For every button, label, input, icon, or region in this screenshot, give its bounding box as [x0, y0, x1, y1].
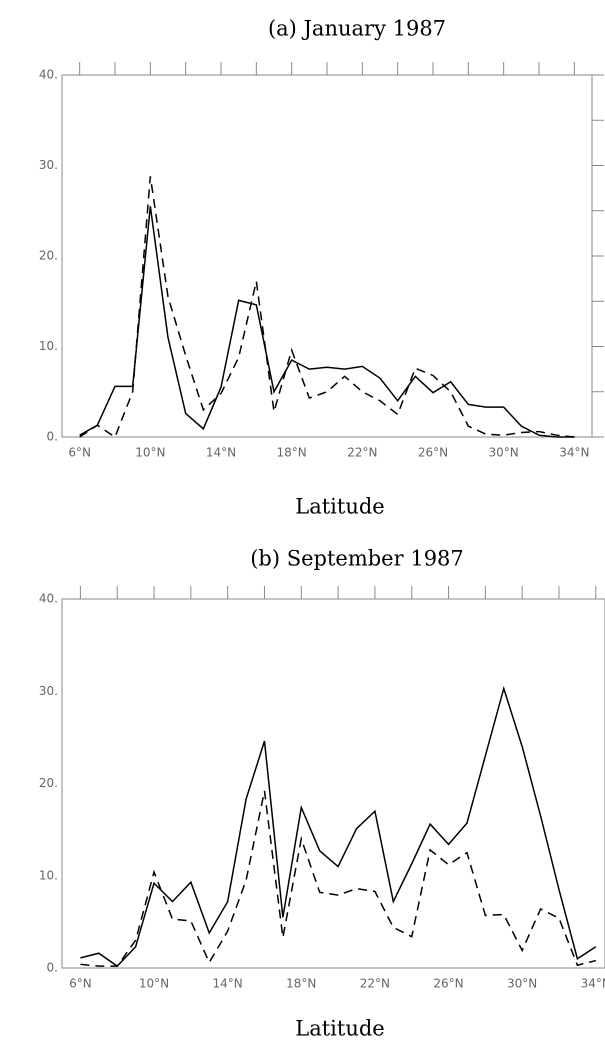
y-tick-label: 30.: [39, 158, 58, 172]
x-tick-label: 10°N: [139, 977, 169, 991]
x-tick-label: 18°N: [286, 977, 316, 991]
x-tick-label: 30°N: [507, 977, 537, 991]
y-tick-label: 0.: [47, 430, 58, 444]
x-tick-label: 6°N: [68, 446, 91, 460]
y-tick-label: 20.: [39, 249, 58, 263]
data-line: [79, 176, 575, 439]
x-tick-label: 18°N: [277, 446, 307, 460]
x-tick-label: 34°N: [559, 446, 589, 460]
x-tick-label: 14°N: [206, 446, 236, 460]
y-tick-label: 10.: [39, 868, 58, 882]
y-tick-label: 0.: [47, 961, 58, 975]
y-tick-label: 10.: [39, 339, 58, 353]
data-line: [80, 685, 597, 968]
data-line: [80, 790, 596, 967]
x-tick-label: 22°N: [347, 446, 377, 460]
data-line: [79, 206, 575, 438]
x-tick-label: 34°N: [581, 977, 605, 991]
plot-frame: [61, 598, 605, 969]
x-tick-label: 26°N: [433, 977, 463, 991]
chart-title: (a) January 1987: [268, 17, 446, 41]
plot-frame: [61, 74, 593, 438]
x-axis-label: Latitude: [295, 1017, 384, 1041]
y-tick-label: 40.: [39, 68, 58, 82]
x-tick-label: 30°N: [489, 446, 519, 460]
x-tick-label: 26°N: [418, 446, 448, 460]
x-tick-label: 14°N: [213, 977, 243, 991]
x-tick-label: 10°N: [135, 446, 165, 460]
x-tick-label: 6°N: [69, 977, 92, 991]
y-tick-label: 40.: [39, 592, 58, 606]
y-tick-label: 20.: [39, 776, 58, 790]
x-tick-label: 22°N: [360, 977, 390, 991]
x-axis-label: Latitude: [295, 495, 384, 519]
y-tick-label: 30.: [39, 684, 58, 698]
chart-title: (b) September 1987: [250, 547, 464, 571]
